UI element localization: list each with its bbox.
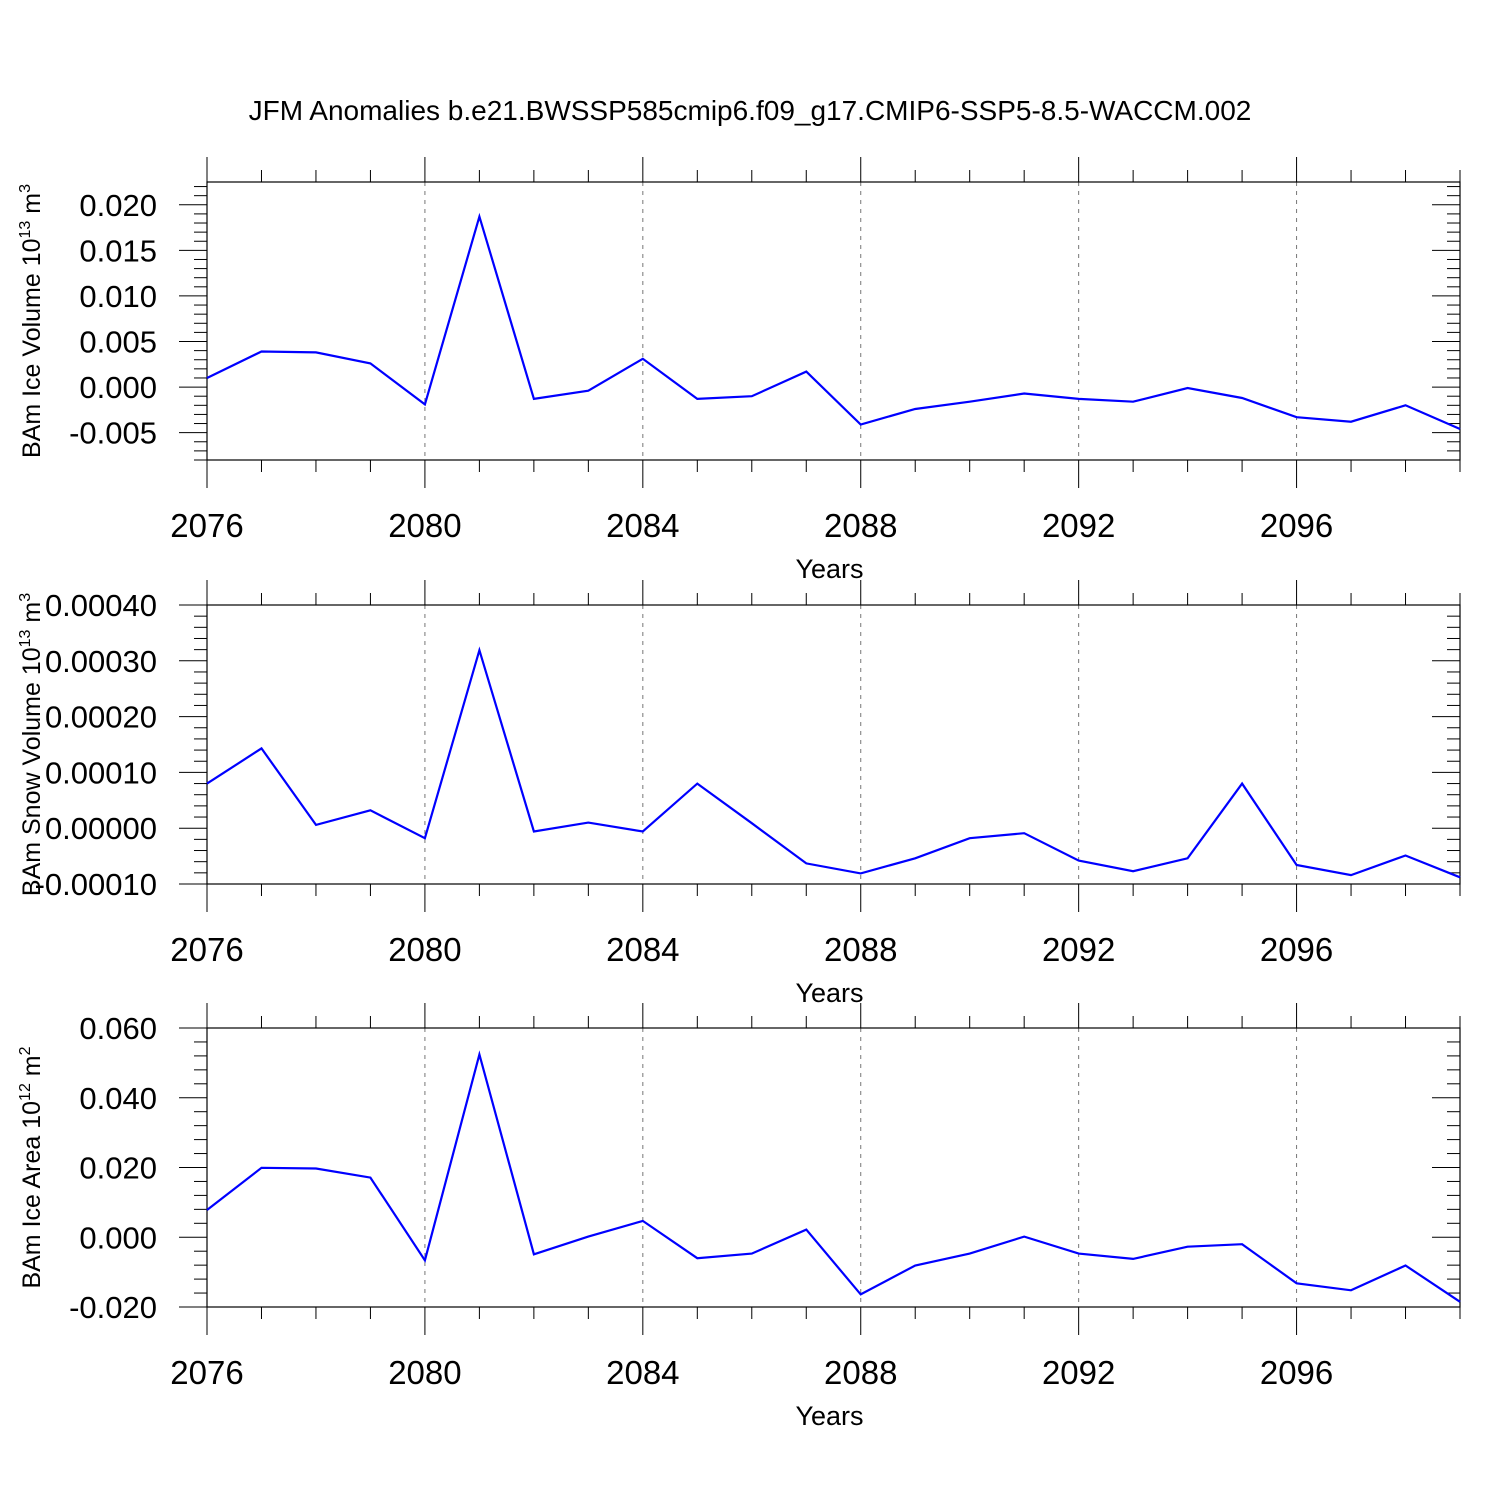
y-axis-label: BAm Ice Volume 1013 m3 — [17, 184, 46, 458]
y-tick-label: 0.015 — [79, 233, 157, 268]
x-tick-label: 2084 — [606, 1354, 679, 1391]
x-tick-label: 2096 — [1260, 931, 1333, 968]
y-tick-label: 0.000 — [79, 1220, 157, 1255]
x-tick-label: 2088 — [824, 931, 897, 968]
x-tick-label: 2080 — [388, 931, 461, 968]
y-tick-label: 0.00010 — [45, 755, 157, 790]
x-axis-label: Years — [795, 1401, 863, 1431]
plot-frame — [206, 181, 1461, 461]
series-line — [206, 212, 1461, 431]
panel-2: 2076 2080 2084 2088 2092 2096 Years 0.00040 0.00… — [17, 580, 1461, 1008]
x-tick-label: 2088 — [824, 507, 897, 544]
x-tick-label: 2092 — [1042, 507, 1115, 544]
y-tick-label: 0.005 — [79, 325, 157, 360]
figure-title: JFM Anomalies b.e21.BWSSP585cmip6.f09_g1… — [249, 95, 1252, 126]
y-tick-label: 0.020 — [79, 188, 157, 223]
x-tick-label: 2092 — [1042, 931, 1115, 968]
y-axis-label: BAm Snow Volume 1013 m3 — [17, 593, 46, 896]
y-axis-label: BAm Ice Area 1012 m2 — [17, 1046, 46, 1288]
y-tick-label: 0.010 — [79, 279, 157, 314]
y-tick-label: 0.000 — [79, 370, 157, 405]
x-tick-label: 2076 — [170, 931, 243, 968]
x-axis-label: Years — [795, 978, 863, 1008]
x-tick-label: 2096 — [1260, 507, 1333, 544]
x-tick-label: 2076 — [170, 1354, 243, 1391]
y-tick-label: 0.060 — [79, 1011, 157, 1046]
plots-container: 2076 2080 2084 2088 2092 2096 Years 0.020 0.015 0… — [17, 157, 1461, 1431]
y-tick-label: 0.00040 — [45, 588, 157, 623]
y-tick-label: -0.005 — [69, 416, 157, 451]
x-tick-label: 2080 — [388, 507, 461, 544]
panel-3: 2076 2080 2084 2088 2092 2096 Years 0.060 0.040 0… — [17, 1003, 1461, 1431]
x-tick-label: 2084 — [606, 507, 679, 544]
y-tick-label: 0.040 — [79, 1081, 157, 1116]
y-tick-label: 0.00030 — [45, 644, 157, 679]
x-tick-label: 2092 — [1042, 1354, 1115, 1391]
x-tick-label: 2084 — [606, 931, 679, 968]
x-tick-label: 2076 — [170, 507, 243, 544]
y-tick-label: 0.00020 — [45, 700, 157, 735]
panel-1: 2076 2080 2084 2088 2092 2096 Years 0.020 0.015 0… — [17, 157, 1461, 584]
y-tick-label: -0.00010 — [35, 867, 157, 902]
x-tick-label: 2088 — [824, 1354, 897, 1391]
x-axis-label: Years — [795, 554, 863, 584]
y-tick-label: 0.00000 — [45, 811, 157, 846]
x-tick-label: 2080 — [388, 1354, 461, 1391]
y-tick-label: 0.020 — [79, 1151, 157, 1186]
y-tick-label: -0.020 — [69, 1290, 157, 1325]
series-line — [206, 646, 1461, 879]
plot-frame — [206, 604, 1461, 885]
series-line — [206, 1050, 1461, 1303]
x-tick-label: 2096 — [1260, 1354, 1333, 1391]
